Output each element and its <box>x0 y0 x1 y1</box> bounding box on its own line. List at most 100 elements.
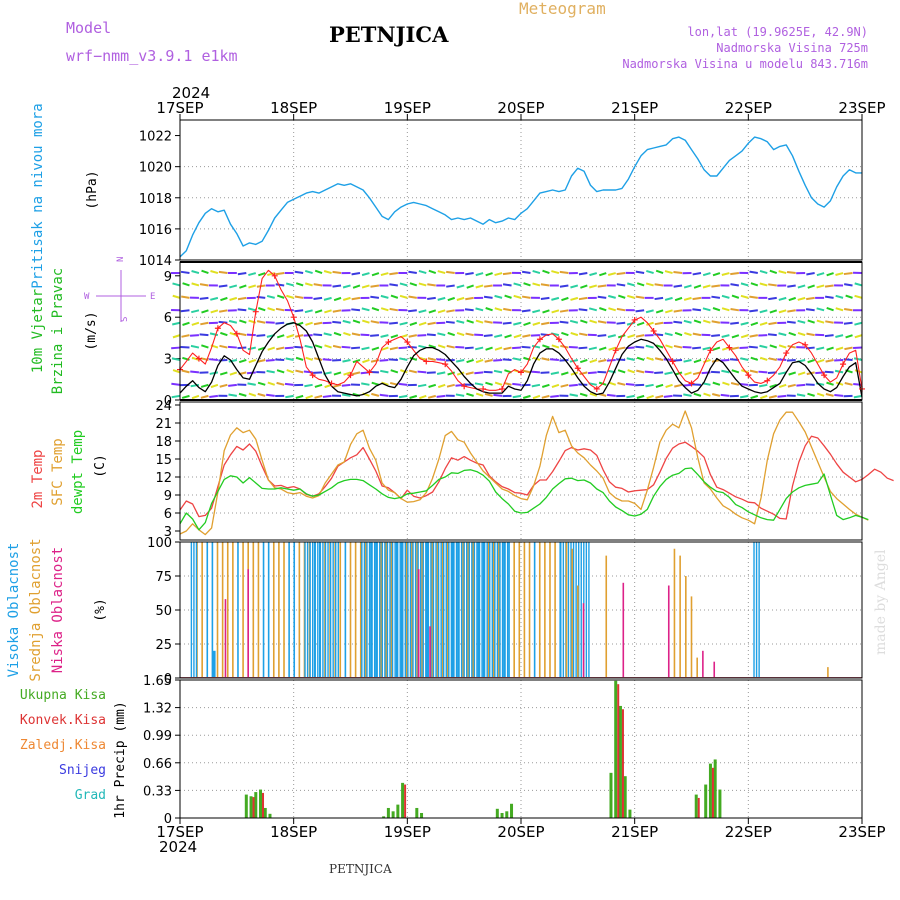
wind-barb <box>578 296 588 301</box>
wind-barb <box>710 370 720 374</box>
wind-barb <box>218 270 228 275</box>
wind-barb <box>485 272 493 277</box>
wind-barb <box>759 309 768 314</box>
wind-barb <box>180 270 190 275</box>
wind-barb <box>342 359 351 363</box>
wind-barb <box>570 284 579 289</box>
wind-barb <box>361 346 370 351</box>
wind-barb <box>503 381 512 386</box>
wind-barb <box>276 381 285 386</box>
wind-gust-marker <box>745 372 752 379</box>
wind-barb <box>191 282 200 287</box>
wind-barb <box>845 334 853 339</box>
wind-barb <box>769 269 778 274</box>
wind-barb <box>229 331 238 337</box>
wind-barb <box>627 369 635 374</box>
wind-barb <box>342 393 351 397</box>
wind-barb <box>209 358 218 361</box>
wind-barb <box>598 359 607 363</box>
wind-ytick-label: 3 <box>164 353 172 368</box>
wind-barb <box>322 394 332 398</box>
wind-barb <box>769 309 778 314</box>
wind-barb <box>722 381 730 386</box>
wind-barb <box>172 282 181 287</box>
wind-barb <box>465 296 474 301</box>
wind-barb <box>228 358 238 363</box>
wind-barb <box>626 394 635 399</box>
wind-barb <box>692 272 702 276</box>
wind-barb <box>588 307 598 312</box>
wind-barb <box>171 394 181 399</box>
temperature-line-2 <box>179 467 869 531</box>
wind-barb <box>322 358 332 361</box>
wind-barb <box>305 356 313 361</box>
wind-gust-marker <box>252 308 259 315</box>
temp-unit: (C) <box>93 454 108 477</box>
wind-barb <box>645 383 654 388</box>
wind-barb <box>730 307 740 312</box>
wind-barb <box>788 371 796 376</box>
wind-barb <box>816 272 825 277</box>
wind-barb <box>493 369 503 374</box>
top-date-label: 19SEP <box>384 99 431 117</box>
wind-barb <box>379 393 389 397</box>
precip-total-bar <box>694 794 698 818</box>
wind-barb <box>494 381 503 386</box>
wind-barb <box>465 332 474 337</box>
wind-barb <box>599 307 607 312</box>
clouds-frame <box>179 541 863 679</box>
wind-barb <box>351 346 361 350</box>
wind-barb <box>787 383 796 388</box>
wind-barb <box>589 284 598 289</box>
wind-barb <box>597 295 607 299</box>
wind-barb <box>768 321 777 326</box>
precip-total-bar <box>263 807 267 818</box>
wind-barb <box>606 393 616 397</box>
wind-barb <box>333 371 342 376</box>
wind-barb <box>247 382 256 386</box>
wind-barb <box>739 394 749 399</box>
wind-barb <box>447 296 456 302</box>
wind-barb <box>786 271 796 275</box>
wind-barb <box>702 346 711 351</box>
wind-barb <box>304 344 313 349</box>
precip-total-bar <box>495 808 499 818</box>
wind-barb <box>824 284 834 288</box>
wind-barb <box>712 346 721 351</box>
wind-barb <box>578 346 588 350</box>
wind-barb <box>503 346 512 351</box>
wind-barb <box>559 320 569 324</box>
wind-barb <box>379 358 389 362</box>
wind-barb <box>380 294 389 299</box>
wind-barb <box>437 296 446 301</box>
wind-barb <box>258 307 266 312</box>
wind-barb <box>455 359 465 363</box>
wind-barb <box>427 296 436 300</box>
wind-barb <box>257 359 266 363</box>
wind-axis-title-1: 10m Vjetar <box>30 289 46 373</box>
wind-barb <box>559 270 569 275</box>
wind-barb <box>332 270 342 275</box>
wind-barb <box>171 382 181 386</box>
wind-barb <box>589 392 598 397</box>
wind-barb <box>551 270 560 275</box>
wind-barb <box>275 307 285 312</box>
wind-barb <box>636 321 645 326</box>
wind-barb <box>446 309 455 313</box>
wind-barb <box>608 346 617 351</box>
wind-barb <box>759 383 768 388</box>
wind-barb <box>474 382 484 386</box>
wind-barb <box>673 344 683 349</box>
precip-convective-bar <box>711 767 714 818</box>
wind-barb <box>854 369 863 374</box>
wind-barb <box>437 332 446 337</box>
wind-barb <box>521 309 531 313</box>
wind-barb <box>512 394 522 399</box>
wind-barb <box>654 371 664 374</box>
wind-barb <box>693 392 702 397</box>
wind-barb <box>683 296 692 301</box>
wind-barb <box>608 381 617 386</box>
wind-barb <box>617 294 626 299</box>
wind-barb <box>237 272 247 276</box>
wind-barb <box>807 284 815 289</box>
